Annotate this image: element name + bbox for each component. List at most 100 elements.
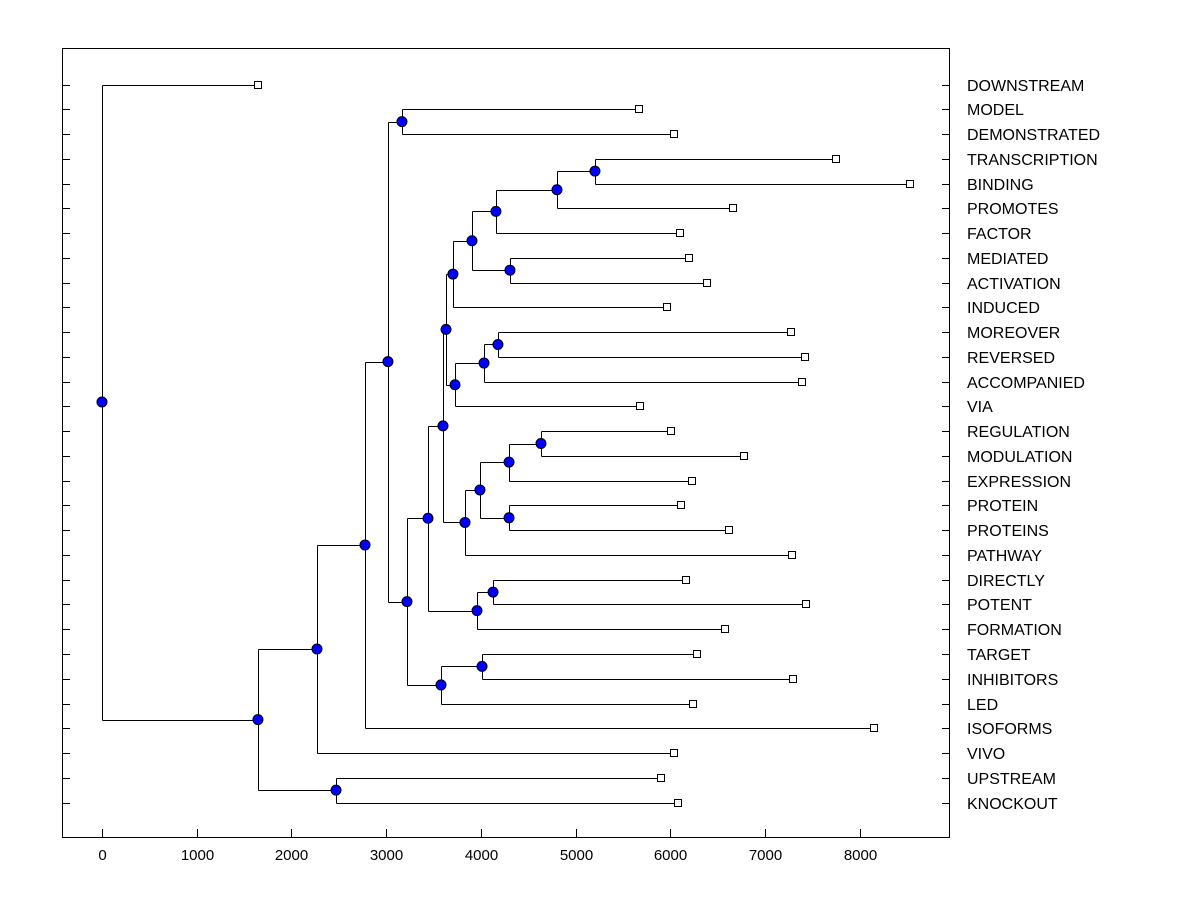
merge-node: [490, 205, 502, 217]
leaf-label: ISOFORMS: [967, 721, 1052, 738]
leaf-label: ACTIVATION: [967, 276, 1061, 293]
leaf-labels: DOWNSTREAM MODEL DEMONSTRATED TRANSCRIPTION…: [967, 78, 1100, 813]
leaf-label: MEDIATED: [967, 251, 1048, 268]
leaf-marker: [801, 353, 809, 361]
merge-node: [503, 512, 515, 524]
leaf-label: PATHWAY: [967, 548, 1042, 565]
plot-frame: [62, 48, 950, 838]
merge-node: [359, 539, 371, 551]
leaf-label: VIA: [967, 399, 993, 416]
leaf-label: TRANSCRIPTION: [967, 152, 1098, 169]
leaf-marker: [636, 402, 644, 410]
merge-node: [504, 264, 516, 276]
merge-node: [96, 396, 108, 408]
merge-node: [382, 356, 394, 368]
leaf-marker: [740, 452, 748, 460]
merge-node: [311, 643, 323, 655]
x-tick-label: 2000: [275, 847, 308, 864]
leaf-label: DIRECTLY: [967, 573, 1045, 590]
leaf-label: FORMATION: [967, 622, 1062, 639]
leaf-label: BINDING: [967, 177, 1034, 194]
leaf-marker: [663, 303, 671, 311]
leaf-marker: [676, 229, 684, 237]
x-tick-label: 7000: [749, 847, 782, 864]
leaf-label: POTENT: [967, 597, 1032, 614]
x-tick-label: 4000: [465, 847, 498, 864]
leaf-marker: [685, 254, 693, 262]
x-tick-label: 1000: [181, 847, 214, 864]
merge-node: [551, 184, 563, 196]
leaf-marker: [725, 526, 733, 534]
leaf-marker: [670, 130, 678, 138]
leaf-label: DOWNSTREAM: [967, 78, 1084, 95]
leaf-marker: [635, 105, 643, 113]
leaf-marker: [788, 551, 796, 559]
leaf-label: MOREOVER: [967, 325, 1060, 342]
leaf-marker: [674, 799, 682, 807]
leaf-label: MODEL: [967, 102, 1024, 119]
dendrogram-nodes: [96, 81, 914, 807]
leaf-label: LED: [967, 697, 998, 714]
x-tick-label: 0: [98, 847, 106, 864]
leaf-marker: [657, 774, 665, 782]
leaf-label: TARGET: [967, 647, 1031, 664]
merge-node: [466, 235, 478, 247]
leaf-marker: [254, 81, 262, 89]
dendrogram-links: [102, 85, 911, 804]
leaf-label: ACCOMPANIED: [967, 375, 1085, 392]
merge-node: [440, 323, 452, 335]
leaf-label: MODULATION: [967, 449, 1072, 466]
leaf-marker: [798, 378, 806, 386]
x-tick-label: 3000: [370, 847, 403, 864]
leaf-marker: [677, 501, 685, 509]
x-tick-label: 8000: [844, 847, 877, 864]
merge-node: [474, 484, 486, 496]
x-tick-label: 5000: [560, 847, 593, 864]
leaf-marker: [870, 724, 878, 732]
leaf-label: PROTEINS: [967, 523, 1049, 540]
merge-node: [449, 379, 461, 391]
leaf-label: KNOCKOUT: [967, 796, 1058, 813]
leaf-marker: [802, 600, 810, 608]
merge-node: [478, 357, 490, 369]
leaf-marker: [688, 477, 696, 485]
leaf-marker: [670, 749, 678, 757]
leaf-marker: [689, 700, 697, 708]
merge-node: [487, 586, 499, 598]
merge-node: [401, 596, 413, 608]
merge-node: [589, 165, 601, 177]
merge-node: [535, 438, 547, 450]
leaf-label: INHIBITORS: [967, 672, 1058, 689]
merge-node: [437, 420, 449, 432]
leaf-label: VIVO: [967, 746, 1005, 763]
leaf-label: FACTOR: [967, 226, 1032, 243]
axis-ticks: 0 1000 2000 3000 4000 5000 6000 7000 8000: [62, 85, 950, 864]
leaf-label: EXPRESSION: [967, 474, 1071, 491]
leaf-label: PROTEIN: [967, 498, 1038, 515]
leaf-label: INDUCED: [967, 300, 1040, 317]
leaf-marker: [906, 180, 914, 188]
leaf-marker: [789, 675, 797, 683]
merge-node: [435, 679, 447, 691]
leaf-marker: [667, 427, 675, 435]
merge-node: [396, 116, 408, 128]
merge-node: [252, 714, 264, 726]
merge-node: [422, 512, 434, 524]
merge-node: [447, 268, 459, 280]
merge-node: [471, 605, 483, 617]
leaf-marker: [703, 279, 711, 287]
leaf-marker: [721, 625, 729, 633]
x-tick-label: 6000: [654, 847, 687, 864]
leaf-marker: [682, 576, 690, 584]
leaf-label: PROMOTES: [967, 201, 1059, 218]
merge-node: [459, 516, 471, 528]
leaf-marker: [729, 204, 737, 212]
merge-node: [476, 660, 488, 672]
merge-node: [330, 784, 342, 796]
merge-node: [492, 338, 504, 350]
leaf-label: REGULATION: [967, 424, 1070, 441]
merge-node: [503, 456, 515, 468]
leaf-label: REVERSED: [967, 350, 1055, 367]
leaf-marker: [832, 155, 840, 163]
